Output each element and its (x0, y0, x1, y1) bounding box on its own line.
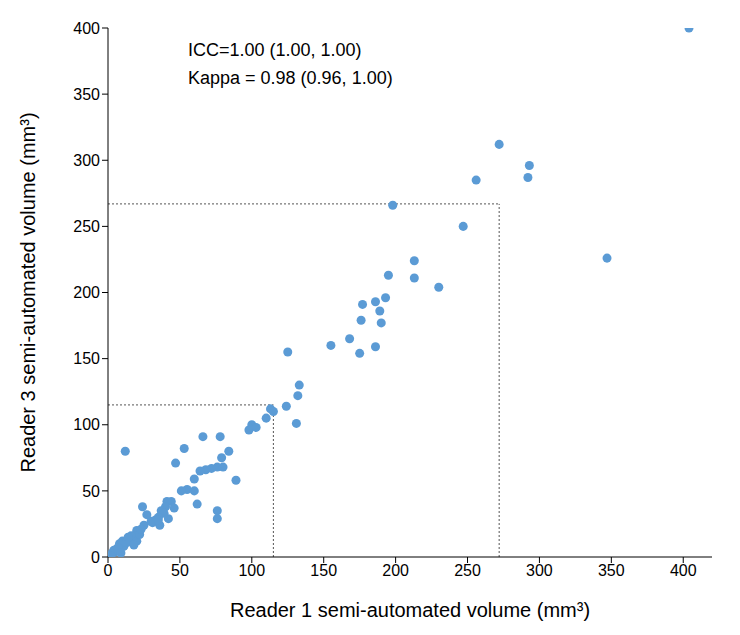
svg-text:100: 100 (73, 416, 100, 433)
svg-text:250: 250 (454, 562, 481, 579)
svg-text:150: 150 (310, 562, 337, 579)
svg-text:150: 150 (73, 350, 100, 367)
svg-text:0: 0 (104, 562, 113, 579)
html-text:Kappa = 0.98 (0.96, 1.00): Kappa = 0.98 (0.96, 1.00) (188, 68, 393, 88)
svg-text:400: 400 (73, 20, 100, 37)
svg-text:400: 400 (670, 562, 697, 579)
html-text:ICC=1.00 (1.00, 1.00): ICC=1.00 (1.00, 1.00) (188, 40, 362, 60)
svg-text:50: 50 (82, 483, 100, 500)
svg-text:300: 300 (526, 562, 553, 579)
svg-text:250: 250 (73, 218, 100, 235)
svg-text:Reader 1 semi-automated volume: Reader 1 semi-automated volume (mm³) (230, 599, 590, 621)
svg-text:350: 350 (73, 86, 100, 103)
svg-text:300: 300 (73, 152, 100, 169)
svg-text:50: 50 (171, 562, 189, 579)
svg-text:100: 100 (238, 562, 265, 579)
svg-text:200: 200 (73, 284, 100, 301)
svg-text:350: 350 (598, 562, 625, 579)
svg-text:0: 0 (91, 549, 100, 566)
svg-text:200: 200 (382, 562, 409, 579)
svg-text:Reader 3 semi-automated volume: Reader 3 semi-automated volume (mm³) (17, 112, 39, 472)
